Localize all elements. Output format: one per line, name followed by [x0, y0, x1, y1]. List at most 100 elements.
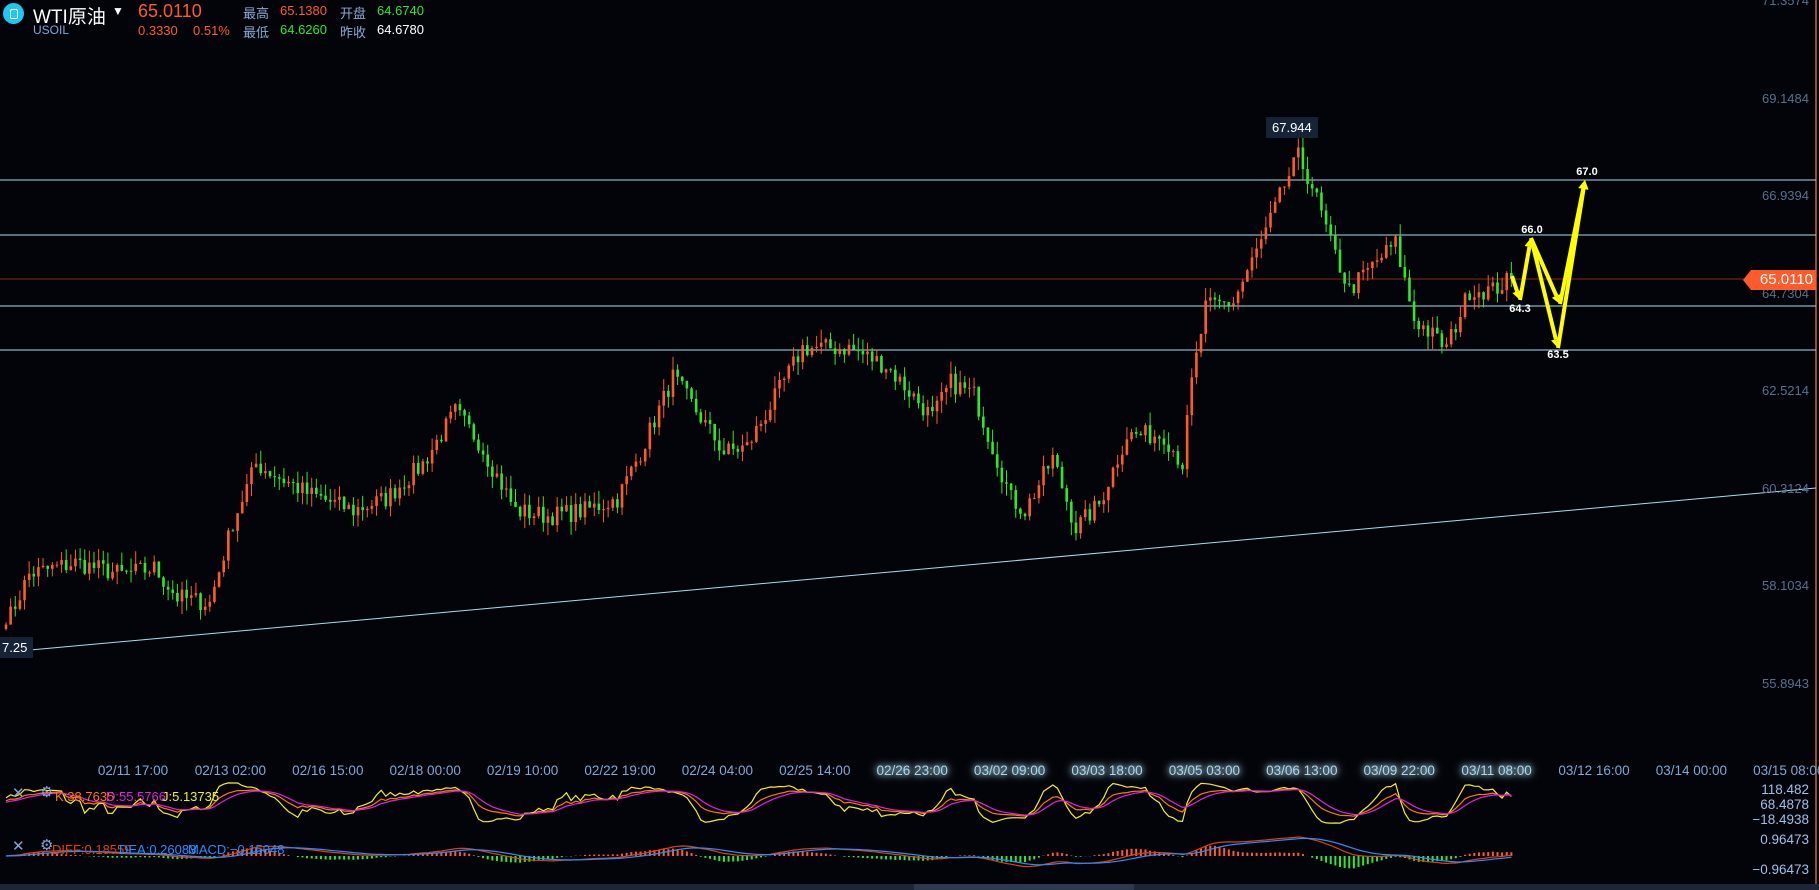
candle-body [412, 462, 415, 486]
candle-body [1176, 451, 1180, 465]
candle-body [1320, 192, 1323, 211]
candle-body [745, 442, 749, 446]
low-value: 64.6260 [280, 22, 327, 37]
candle-body [1222, 301, 1226, 303]
candle-body [931, 406, 934, 412]
candle-body [1324, 210, 1328, 225]
y-axis-label: 62.5214 [1762, 383, 1809, 398]
candle-body [315, 487, 318, 494]
y-axis-label: 55.8943 [1762, 676, 1809, 691]
candle-body [291, 481, 295, 483]
candle-body [203, 606, 207, 611]
candle-body [810, 348, 814, 356]
candle-body [801, 345, 804, 363]
candle-body [736, 448, 740, 452]
candle-body [134, 563, 137, 572]
candle-body [208, 601, 212, 607]
candle-body [32, 573, 36, 577]
settings-icon[interactable]: ⚙ [40, 784, 54, 801]
candle-body [676, 369, 679, 377]
candle-body [97, 560, 100, 568]
x-axis-label: 02/25 14:00 [779, 763, 851, 778]
candle-body [588, 501, 591, 508]
horizontal-scrollbar[interactable] [0, 884, 1819, 890]
candle-body [1371, 261, 1374, 269]
candle-body [277, 477, 281, 479]
candle-body [1463, 293, 1467, 318]
scrollbar-thumb[interactable] [914, 884, 1134, 890]
candle-body [1014, 490, 1018, 509]
x-axis-label: 02/24 04:00 [681, 763, 754, 778]
candle-body [1412, 301, 1416, 321]
candle-body [236, 513, 239, 531]
candle-body [83, 559, 87, 574]
candle-body [639, 461, 642, 463]
candle-body [1500, 290, 1504, 294]
projection-arrow-head [1578, 180, 1589, 190]
candle-body [1028, 498, 1031, 517]
projection-arrows [1510, 180, 1589, 349]
candle-body [477, 439, 480, 451]
candle-body [1236, 291, 1240, 304]
candle-body [889, 369, 892, 371]
kdj-k-value: K:38.7635 [55, 789, 115, 804]
candle-body [796, 356, 800, 363]
candle-body [282, 478, 286, 484]
candles-group [4, 135, 1513, 631]
candle-body [250, 467, 253, 485]
candle-body [759, 423, 763, 427]
candle-body [1116, 464, 1119, 468]
candle-body [1171, 451, 1175, 453]
candle-body [1408, 277, 1411, 302]
candle-body [426, 461, 429, 464]
projection-label: 63.5 [1547, 349, 1569, 361]
candle-body [319, 493, 323, 496]
last-price: 65.0110 [138, 1, 202, 21]
chevron-down-icon[interactable]: ▼ [112, 4, 124, 18]
candle-body [982, 416, 985, 428]
candle-body [625, 476, 628, 485]
candle-body [1431, 327, 1434, 337]
candle-body [616, 499, 619, 508]
candle-body [27, 573, 31, 581]
trend-line [29, 487, 1817, 651]
x-axis-label: 03/03 18:00 [1071, 763, 1143, 778]
candle-body [1005, 482, 1008, 484]
candle-body [92, 562, 96, 568]
y-axis-label: 58.1034 [1762, 578, 1809, 593]
candle-body [9, 606, 12, 625]
candle-body [268, 471, 272, 477]
candle-body [1273, 201, 1277, 213]
candle-body [51, 564, 54, 569]
candle-body [333, 499, 337, 502]
candle-body [1361, 269, 1365, 273]
candle-body [111, 571, 114, 579]
candle-body [352, 504, 355, 516]
candle-body [1181, 464, 1184, 470]
instrument-title[interactable]: WTI原油 [33, 7, 106, 28]
candle-body [741, 445, 744, 452]
candle-body [602, 509, 605, 511]
candle-body [1338, 249, 1342, 273]
candle-body [528, 504, 531, 519]
candle-body [504, 488, 508, 490]
candle-body [555, 506, 559, 526]
candle-body [1496, 282, 1499, 294]
macd-diff-value: DIFF:0.18559 [52, 842, 132, 857]
candle-body [143, 562, 147, 573]
candle-body [259, 463, 263, 474]
candle-body [620, 484, 624, 508]
candle-body [365, 508, 369, 511]
candle-body [1315, 188, 1319, 193]
candle-body [1283, 186, 1286, 188]
candle-body [523, 504, 527, 517]
settings-icon[interactable]: ⚙ [40, 837, 54, 854]
candle-body [46, 565, 49, 569]
close-indicator-icon[interactable]: ✕ [12, 785, 25, 802]
close-indicator-icon[interactable]: ✕ [12, 838, 25, 855]
candle-body [755, 426, 758, 442]
candle-body [1301, 147, 1305, 170]
candle-body [949, 373, 953, 388]
candle-body [1227, 302, 1231, 306]
